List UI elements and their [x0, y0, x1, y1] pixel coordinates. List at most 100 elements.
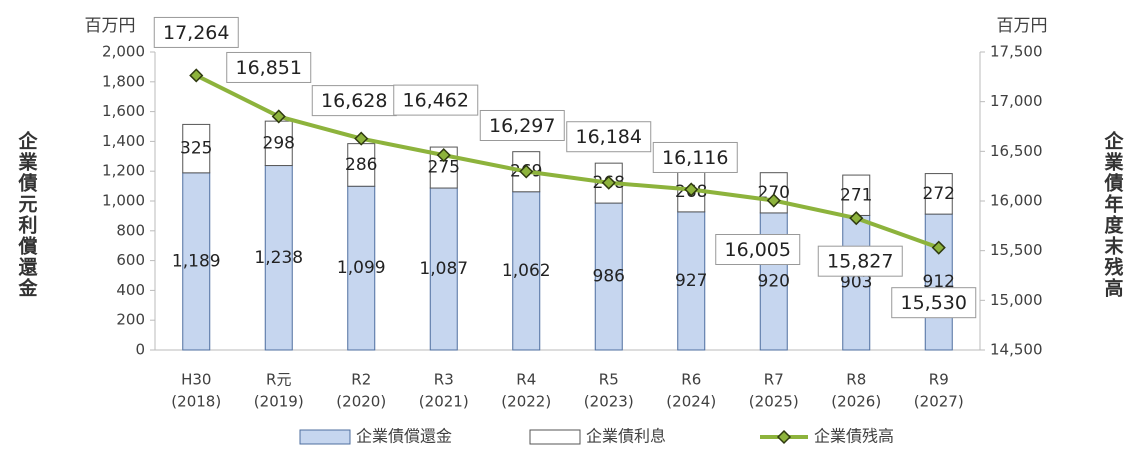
line-label: 16,184 [576, 126, 642, 148]
x-tick-label: R4 [516, 371, 536, 389]
y2-tick-label: 15,000 [990, 291, 1043, 309]
bar-label: 1,062 [502, 261, 551, 281]
legend-swatch [299, 429, 351, 445]
y-tick-label: 1,200 [102, 162, 145, 180]
legend-label: 企業債残高 [814, 427, 894, 446]
bar-label: 286 [345, 155, 377, 175]
legend-label: 企業債償還金 [356, 427, 452, 446]
data-label-box [393, 84, 479, 116]
bar-label: 275 [428, 158, 460, 178]
bar-label: 986 [593, 267, 625, 287]
legend-marker [776, 429, 792, 445]
data-label-box [652, 141, 738, 173]
line-marker [849, 211, 864, 226]
y-tick-label: 2,000 [102, 43, 145, 61]
bar [594, 202, 623, 351]
bar-label: 325 [180, 139, 212, 159]
y-tick-label: 600 [116, 251, 145, 269]
x-tick-label: R9 [929, 371, 949, 389]
x-tick-label: (2022) [501, 393, 551, 411]
bar-label: 903 [840, 273, 872, 293]
bar-label: 272 [923, 184, 955, 204]
line-marker [354, 131, 369, 146]
bar-label: 1,099 [337, 258, 386, 278]
line-label: 16,462 [403, 90, 469, 112]
x-tick-label: (2027) [914, 393, 964, 411]
line-marker [189, 68, 204, 83]
x-tick-label: H30 [181, 371, 211, 389]
x-tick-label: R7 [764, 371, 784, 389]
y2-axis-label: 企業債年度末残高 [1102, 130, 1125, 299]
bar [512, 191, 541, 351]
bar-label: 927 [675, 271, 707, 291]
y-tick-label: 1,800 [102, 72, 145, 90]
legend-label: 企業債利息 [586, 427, 666, 446]
data-label-box [817, 245, 903, 277]
line-marker [436, 148, 451, 163]
bar [924, 213, 953, 351]
data-label-box [715, 234, 801, 266]
bar [842, 174, 871, 216]
x-tick-label: R6 [681, 371, 701, 389]
line-label: 16,005 [725, 239, 791, 261]
bar-label: 1,238 [254, 248, 303, 268]
x-tick-label: R2 [351, 371, 371, 389]
x-tick-label: (2026) [831, 393, 881, 411]
line-marker [684, 182, 699, 197]
y2-tick-label: 14,500 [990, 341, 1043, 359]
data-label-box [479, 109, 565, 141]
y2-tick-label: 16,000 [990, 192, 1043, 210]
y-tick-label: 200 [116, 311, 145, 329]
line-label: 16,297 [489, 115, 555, 137]
line-marker [601, 175, 616, 190]
x-tick-label: R3 [434, 371, 454, 389]
bar [924, 173, 953, 215]
y-tick-label: 0 [135, 341, 145, 359]
bar-label: 1,189 [172, 251, 221, 271]
data-label-box [226, 51, 312, 83]
bar-label: 271 [840, 185, 872, 205]
line-label: 17,264 [163, 22, 229, 44]
y2-tick-label: 16,500 [990, 142, 1043, 160]
bar [677, 211, 706, 351]
legend-swatch [529, 429, 581, 445]
y-unit: 百万円 [85, 16, 136, 36]
x-tick-label: (2024) [666, 393, 716, 411]
line-marker [271, 109, 286, 124]
data-label-box [311, 85, 397, 117]
x-tick-label: (2020) [336, 393, 386, 411]
y-tick-label: 1,400 [102, 132, 145, 150]
bar [264, 120, 293, 167]
data-label-box [566, 121, 652, 153]
x-tick-label: R元 [266, 371, 291, 389]
x-tick-label: (2018) [171, 393, 221, 411]
bar-label: 1,087 [419, 259, 468, 279]
bar-label: 912 [923, 272, 955, 292]
line-label: 16,851 [236, 57, 302, 79]
data-label-box [891, 287, 977, 319]
y2-tick-label: 17,500 [990, 43, 1043, 61]
y-axis-label: 企業債元利償還金 [16, 130, 39, 299]
x-tick-label: (2023) [584, 393, 634, 411]
x-tick-label: (2021) [419, 393, 469, 411]
line-label: 15,827 [827, 251, 893, 273]
bar [842, 214, 871, 351]
bar-label: 920 [758, 271, 790, 291]
x-tick-label: (2019) [254, 393, 304, 411]
y-tick-label: 800 [116, 221, 145, 239]
bar [347, 143, 376, 187]
y-tick-label: 400 [116, 281, 145, 299]
bar-label: 298 [263, 133, 295, 153]
x-tick-label: R8 [846, 371, 866, 389]
line-marker [519, 164, 534, 179]
y-tick-label: 1,600 [102, 102, 145, 120]
line-marker [766, 193, 781, 208]
bar [182, 123, 211, 174]
line-label: 16,116 [662, 147, 728, 169]
x-tick-label: R5 [599, 371, 619, 389]
x-tick-label: (2025) [749, 393, 799, 411]
bar [264, 165, 293, 351]
y2-unit: 百万円 [997, 16, 1048, 36]
line [195, 73, 940, 250]
